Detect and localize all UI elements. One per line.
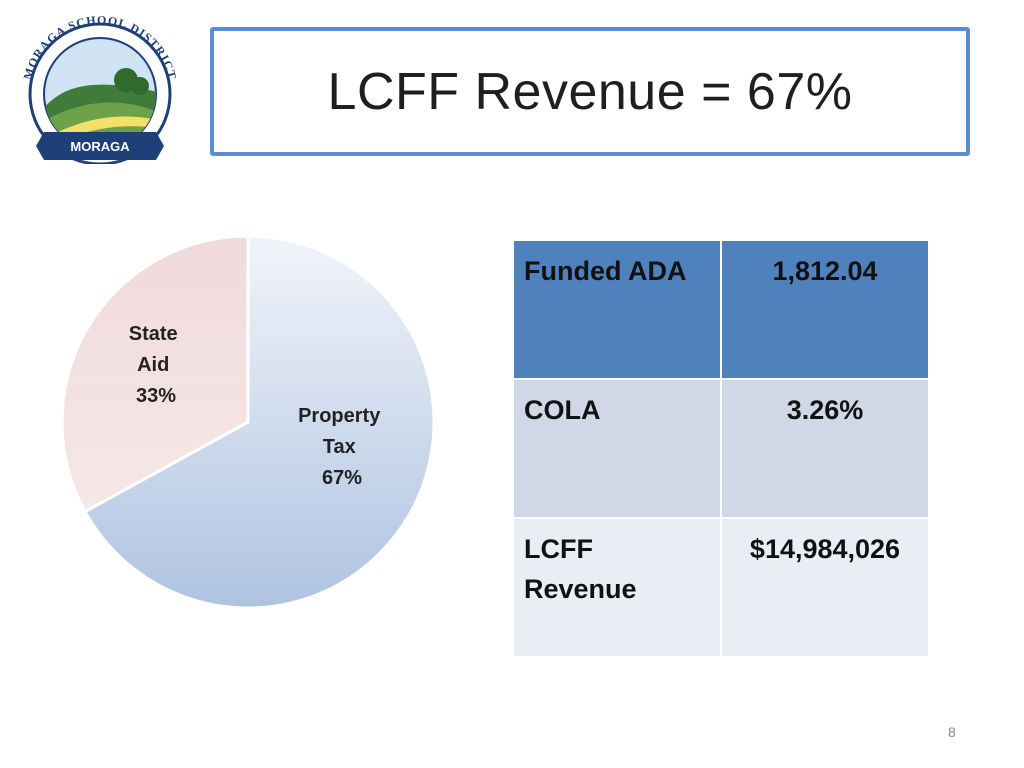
- row-value-funded-ada: 1,812.04: [720, 239, 930, 380]
- table-row: Funded ADA 1,812.04: [512, 239, 930, 380]
- logo-banner-text: MORAGA: [70, 139, 130, 154]
- row-label-funded-ada: Funded ADA: [512, 239, 722, 380]
- pie-label-property-tax: Property Tax 67%: [298, 405, 386, 489]
- row-value-lcff-revenue: $14,984,026: [720, 517, 930, 658]
- pie-slice-property-tax: [82, 234, 436, 610]
- title-box: LCFF Revenue = 67%: [210, 27, 970, 156]
- label-line: Revenue: [524, 574, 637, 604]
- table-row: LCFF Revenue $14,984,026: [512, 517, 930, 658]
- row-value-cola: 3.26%: [720, 378, 930, 519]
- row-label-lcff-revenue: LCFF Revenue: [512, 517, 722, 658]
- slide-title: LCFF Revenue = 67%: [327, 62, 853, 121]
- funding-table: Funded ADA 1,812.04 COLA 3.26% LCFF Reve…: [512, 239, 930, 658]
- label-line: LCFF: [524, 534, 593, 564]
- table-row: COLA 3.26%: [512, 378, 930, 519]
- page-number: 8: [948, 724, 956, 740]
- pie-slice-state-aid: [60, 234, 250, 514]
- row-label-cola: COLA: [512, 378, 722, 519]
- pie-label-state-aid: State Aid 33%: [129, 323, 183, 407]
- district-logo: MORAGA SCHOOL DISTRICT MORAGA: [14, 13, 186, 166]
- revenue-pie-chart: Property Tax 67% State Aid 33%: [60, 234, 436, 610]
